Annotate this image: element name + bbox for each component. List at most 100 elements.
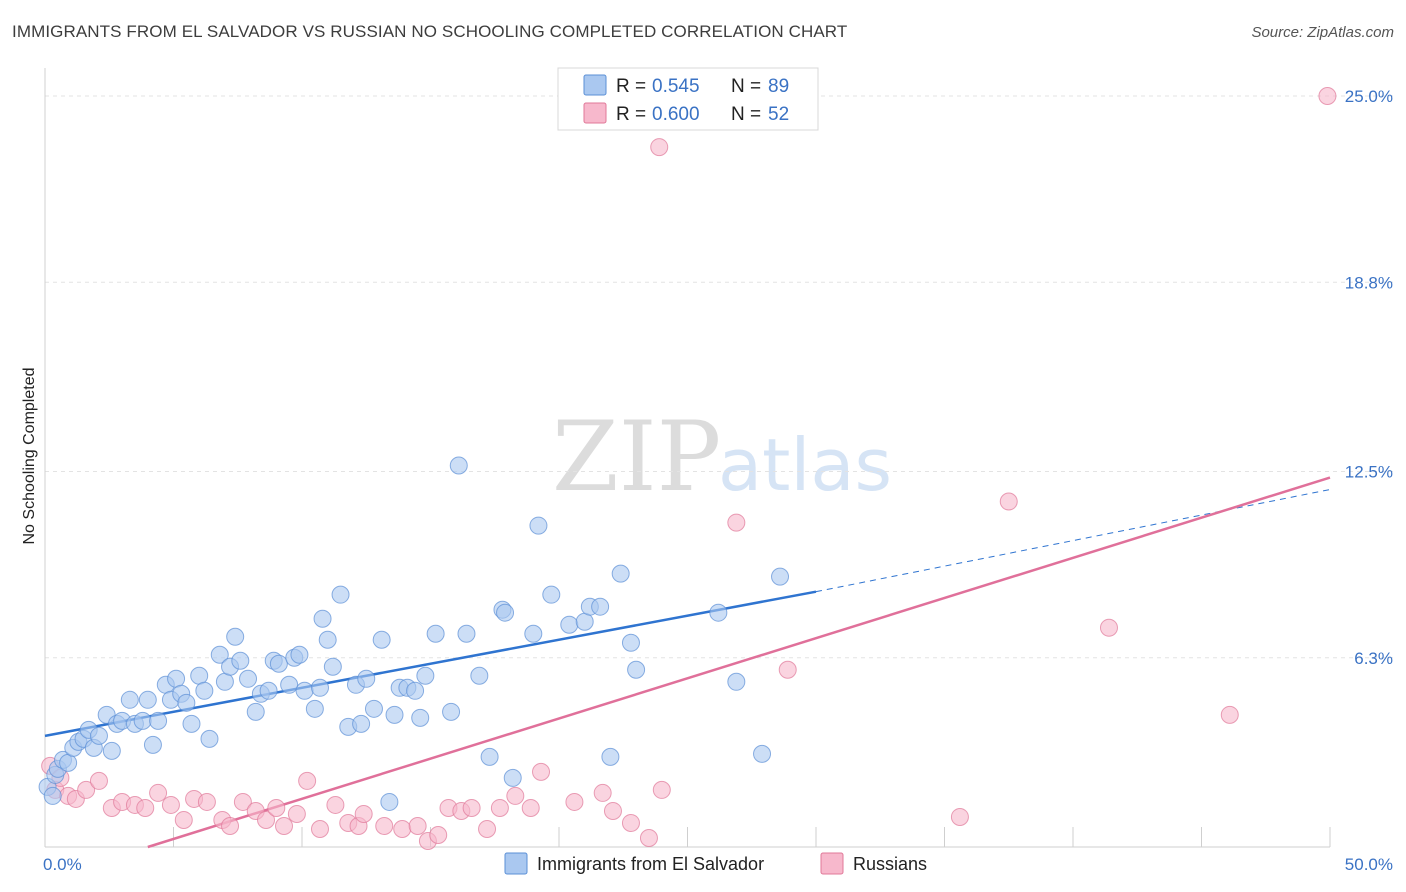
salvador-point (269, 654, 288, 673)
russians-point (408, 816, 427, 835)
y-tick-label: 6.3% (1354, 649, 1393, 668)
legend-swatch-salvador (583, 74, 607, 96)
salvador-point (226, 627, 245, 646)
russians-point (429, 825, 448, 844)
russians-point (161, 795, 180, 814)
y-tick-label: 25.0% (1345, 87, 1393, 106)
russians-point (149, 783, 168, 802)
salvador-point (611, 564, 630, 583)
salvador-point (529, 516, 548, 535)
russians-point (1318, 87, 1337, 106)
salvador-point (380, 792, 399, 811)
trend-lines (44, 476, 1331, 849)
salvador-point (43, 786, 62, 805)
legend-n-label-russians: N = (731, 104, 761, 125)
salvador-point (709, 603, 728, 622)
russians-point (326, 795, 345, 814)
salvador-point (457, 624, 476, 643)
russians-point (257, 810, 276, 829)
series-legend-label-salvador: Immigrants from El Salvador (537, 854, 764, 874)
russians-point (652, 780, 671, 799)
salvador-point (190, 666, 209, 685)
salvador-point (372, 630, 391, 649)
salvador-point (411, 708, 430, 727)
salvador-point (215, 672, 234, 691)
salvador-point (295, 681, 314, 700)
y-tick-labels: 6.3% 12.5% 18.8% 25.0% (1345, 87, 1393, 668)
watermark: ZIP atlas (552, 401, 892, 513)
series-legend-swatch-russians (820, 852, 844, 875)
russians-point (506, 786, 525, 805)
salvador-point (727, 672, 746, 691)
russians-point (621, 813, 640, 832)
russians-point (593, 783, 612, 802)
russians-point (1099, 618, 1118, 637)
salvador-trend-extension (815, 489, 1331, 593)
legend-n-value-salvador: 89 (768, 76, 789, 97)
salvador-point (331, 585, 350, 604)
legend-n-label-salvador: N = (731, 76, 761, 97)
salvador-point (442, 702, 461, 721)
salvador-point (89, 726, 108, 745)
legend-r-label-salvador: R = (616, 76, 646, 97)
russians-point (393, 819, 412, 838)
salvador-point (524, 624, 543, 643)
legend-r-label-russians: R = (616, 104, 646, 125)
y-axis-label: No Schooling Completed (21, 368, 38, 545)
salvador-point (449, 456, 468, 475)
salvador-point (323, 657, 342, 676)
russians-point (197, 792, 216, 811)
salvador-point (575, 612, 594, 631)
legend-swatch-russians (583, 102, 607, 124)
series-legend-swatch-salvador (504, 852, 528, 875)
russians-point (727, 513, 746, 532)
y-tick-label: 12.5% (1345, 463, 1393, 482)
salvador-point (259, 681, 278, 700)
watermark-atlas: atlas (718, 423, 892, 507)
salvador-point (310, 678, 329, 697)
salvador-point (357, 669, 376, 688)
salvador-point (138, 690, 157, 709)
salvador-point (406, 681, 425, 700)
watermark-zip: ZIP (552, 401, 721, 513)
russians-point (298, 771, 317, 790)
salvador-point (627, 660, 646, 679)
salvador-point (591, 597, 610, 616)
salvador-point (753, 744, 772, 763)
salvador-point (290, 645, 309, 664)
salvador-trend-line (44, 590, 817, 738)
russians-point (650, 138, 669, 157)
salvador-point (120, 690, 139, 709)
salvador-point (601, 747, 620, 766)
salvador-point (59, 753, 78, 772)
russians-point (521, 798, 540, 817)
chart-title: IMMIGRANTS FROM EL SALVADOR VS RUSSIAN N… (12, 22, 848, 41)
legend-r-value-salvador: 0.545 (652, 76, 700, 97)
russians-point (950, 807, 969, 826)
series-legend-label-russians: Russians (853, 854, 927, 874)
salvador-point (200, 729, 219, 748)
salvador-point (177, 693, 196, 712)
russians-point (639, 828, 658, 847)
salvador-point (149, 711, 168, 730)
russians-trend-line (147, 476, 1331, 849)
salvador-point (771, 567, 790, 586)
legend-n-value-russians: 52 (768, 104, 789, 125)
salvador-point (143, 735, 162, 754)
salvador-point (210, 645, 229, 664)
salvador-point (182, 714, 201, 733)
russians-point (778, 660, 797, 679)
russians-point (136, 798, 155, 817)
salvador-point (364, 699, 383, 718)
russians-point (354, 804, 373, 823)
russians-point (490, 798, 509, 817)
russians-point (287, 804, 306, 823)
russians-point (462, 798, 481, 817)
salvador-point (503, 768, 522, 787)
russians-point (478, 819, 497, 838)
source-credit: Source: ZipAtlas.com (1251, 24, 1394, 41)
salvador-point (195, 681, 214, 700)
data-points (38, 87, 1337, 850)
salvador-point (470, 666, 489, 685)
